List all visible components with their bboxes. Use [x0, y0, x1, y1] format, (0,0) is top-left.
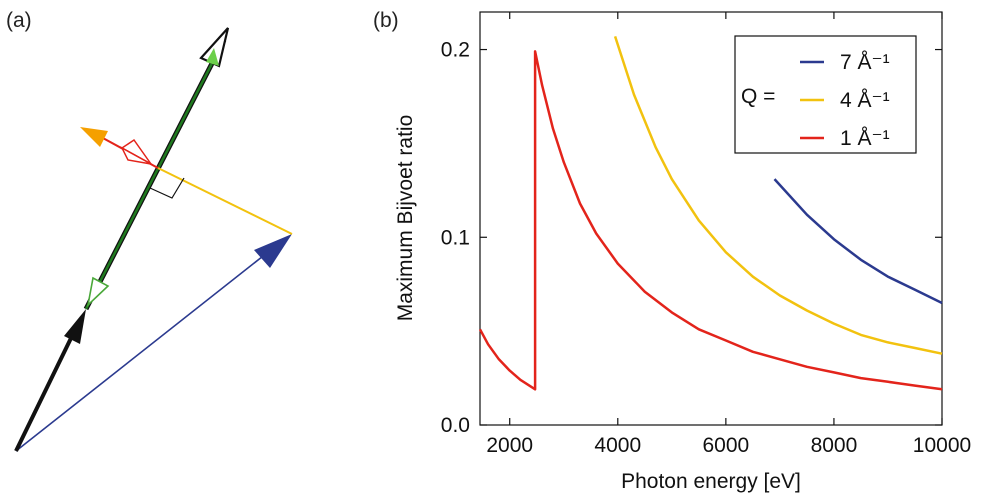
legend-box — [734, 35, 917, 154]
x-axis-label: Photon energy [eV] — [621, 470, 801, 493]
legend: Q = 7 Å⁻¹ 4 Å⁻¹ 1 Å⁻¹ — [734, 35, 917, 154]
series-layer — [478, 36, 943, 391]
chart: 2000 4000 6000 8000 10000 0.0 0.1 0.2 Photon en… — [394, 11, 971, 493]
panel-a-label: (a) — [6, 9, 32, 32]
series-line-2 — [478, 50, 943, 391]
legend-entry-0: 7 Å⁻¹ — [840, 51, 890, 74]
blue-arrowhead — [254, 234, 292, 268]
panel-b-label: (b) — [373, 9, 399, 32]
black-vector-line — [14, 331, 76, 452]
x-tick-label: 2000 — [486, 434, 533, 457]
green-axis-line — [84, 39, 226, 310]
legend-entry-1: 4 Å⁻¹ — [840, 89, 890, 112]
x-tick-label: 6000 — [703, 434, 750, 457]
y-tick-label: 0.1 — [441, 226, 470, 249]
y-axis-label: Maximum Bijvoet ratio — [394, 115, 417, 322]
x-tick-label: 8000 — [811, 434, 858, 457]
orange-arrowhead — [80, 127, 108, 147]
legend-entry-2: 1 Å⁻¹ — [840, 127, 890, 150]
red-open-arrowhead-back — [120, 146, 152, 165]
series-line-0 — [773, 178, 943, 305]
vector-diagram — [14, 27, 293, 452]
plot-frame — [479, 11, 943, 426]
axis-ticks: 2000 4000 6000 8000 10000 0.0 0.1 0.2 — [441, 12, 971, 457]
x-tick-label: 10000 — [913, 434, 971, 457]
series-line-1 — [613, 36, 943, 355]
x-tick-label: 4000 — [594, 434, 641, 457]
green-bottom-arrowhead — [86, 276, 110, 308]
legend-prefix: Q = — [741, 85, 775, 108]
black-arrowhead — [64, 309, 86, 344]
y-tick-label: 0.2 — [441, 39, 470, 62]
green-top-arrowhead-fill — [206, 48, 219, 66]
right-angle-mark — [149, 177, 185, 199]
y-tick-label: 0.0 — [441, 414, 470, 437]
yellow-line — [157, 167, 293, 235]
blue-vector-line — [15, 248, 273, 452]
